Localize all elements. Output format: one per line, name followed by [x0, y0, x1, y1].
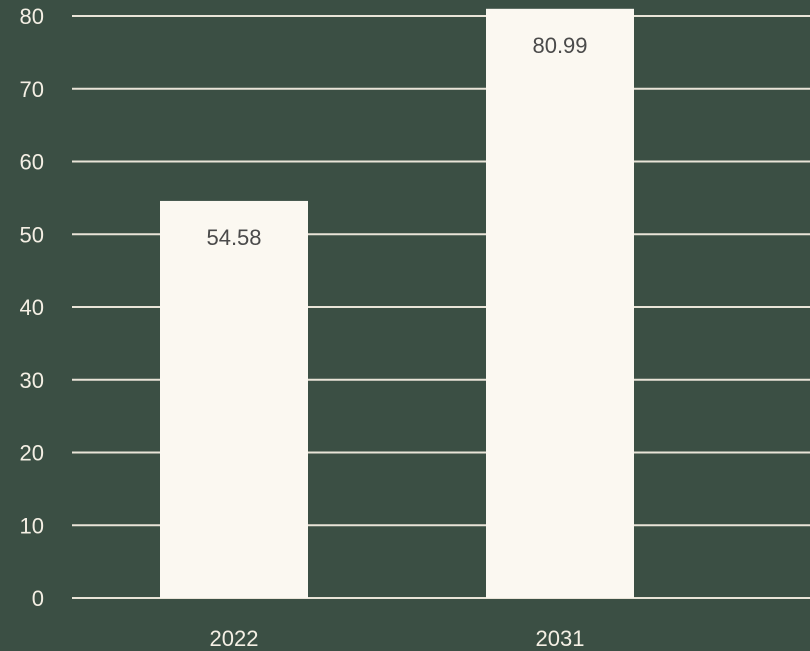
y-tick-label: 50: [20, 222, 44, 247]
bars: [160, 8, 634, 599]
bar-2022: [160, 200, 308, 599]
bar-2031: [486, 8, 634, 599]
y-tick-label: 0: [32, 586, 44, 611]
y-tick-label: 10: [20, 513, 44, 538]
y-tick-label: 70: [20, 77, 44, 102]
data-label-2022: 54.58: [206, 225, 261, 250]
y-tick-label: 80: [20, 4, 44, 29]
y-tick-label: 30: [20, 368, 44, 393]
x-tick-label-2031: 2031: [536, 626, 585, 651]
y-tick-label: 60: [20, 150, 44, 175]
data-label-2031: 80.99: [532, 33, 587, 58]
y-tick-label: 40: [20, 295, 44, 320]
x-axis-tick-labels: 2022 2031: [210, 626, 585, 651]
data-labels: 54.58 80.99: [206, 33, 587, 250]
y-axis-tick-labels: 0 10 20 30 40 50 60 70 80: [20, 4, 44, 611]
x-tick-label-2022: 2022: [210, 626, 259, 651]
y-tick-label: 20: [20, 441, 44, 466]
